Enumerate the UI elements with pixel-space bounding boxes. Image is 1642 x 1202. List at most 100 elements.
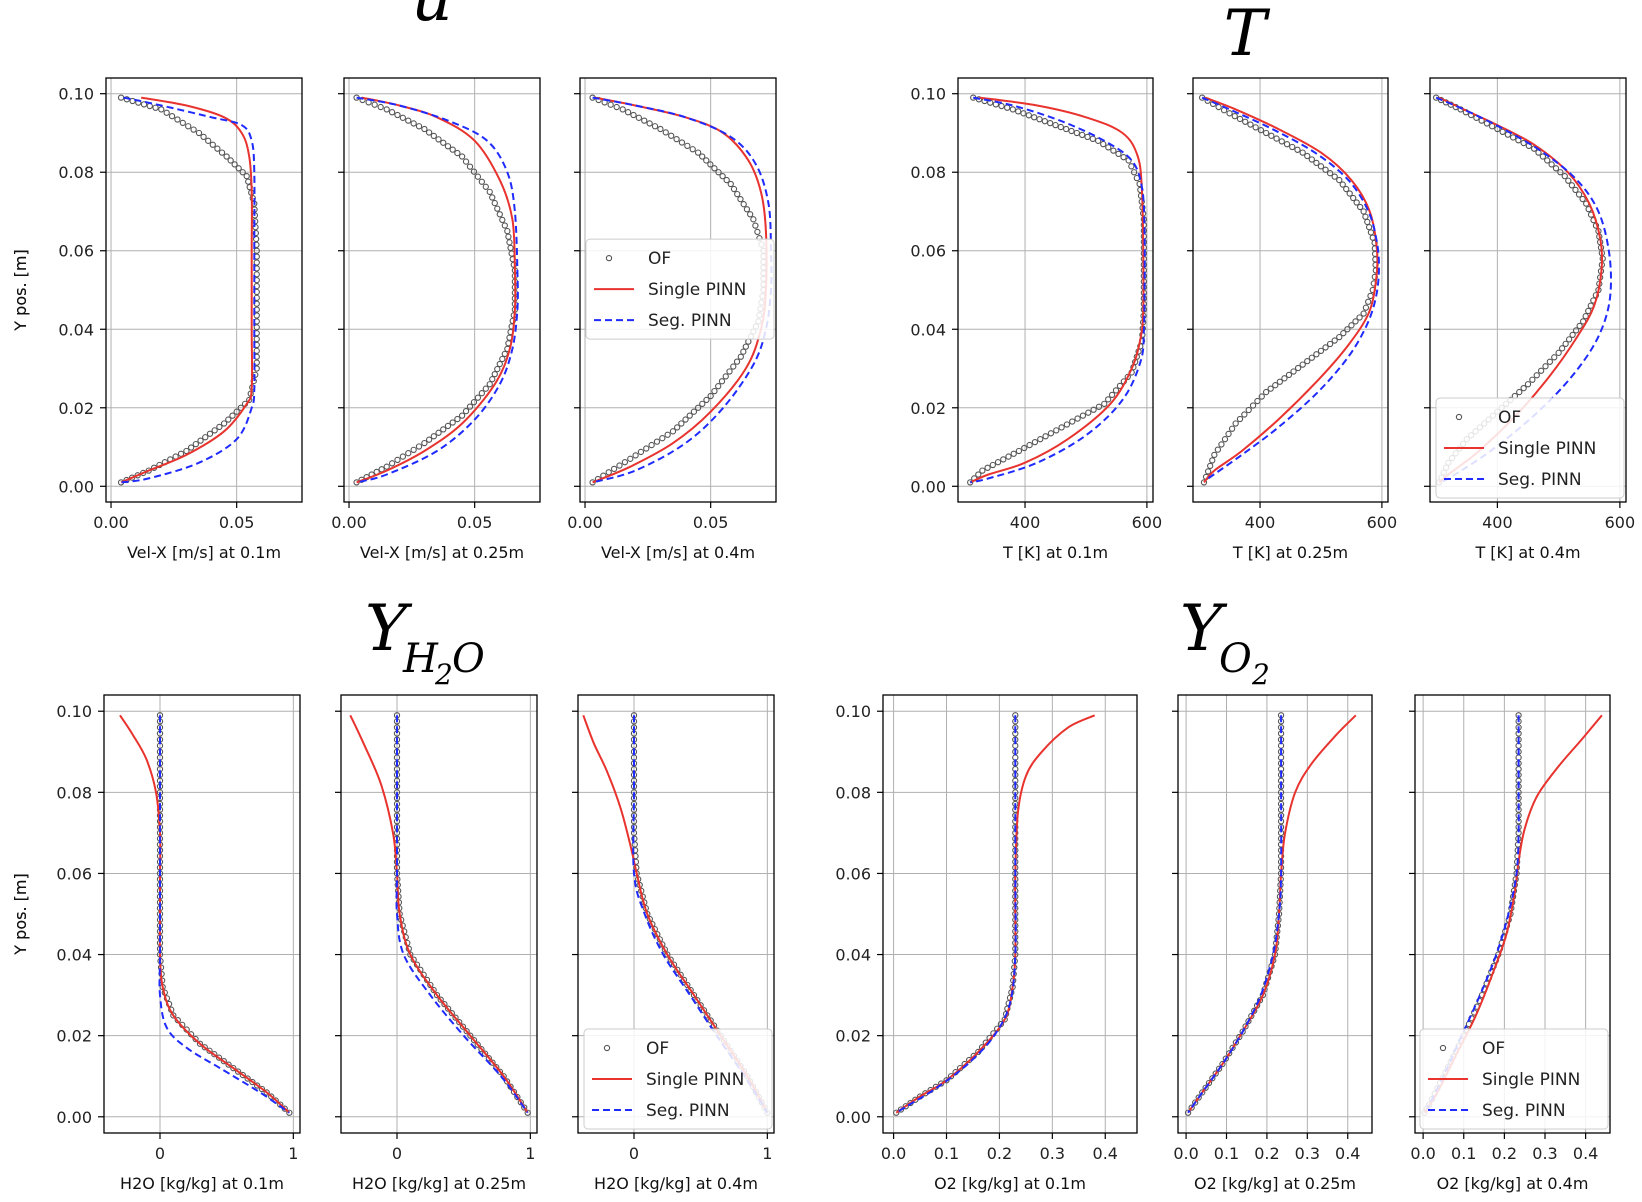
y-tick-label: 0.02 xyxy=(835,1027,871,1046)
of-marker xyxy=(449,146,456,153)
of-marker xyxy=(750,216,757,223)
of-marker xyxy=(678,139,686,146)
of-marker xyxy=(1000,456,1007,463)
of-marker xyxy=(897,1106,905,1113)
of-marker xyxy=(674,424,681,431)
of-marker xyxy=(1015,108,1022,115)
y-tick-label: 0.04 xyxy=(835,946,871,965)
legend-label: Seg. PINN xyxy=(648,311,732,331)
of-marker xyxy=(1015,447,1023,455)
series-single-pinn-line xyxy=(120,96,254,484)
of-marker xyxy=(1124,373,1131,381)
of-marker xyxy=(947,1073,955,1080)
of-marker xyxy=(1276,378,1283,385)
of-marker xyxy=(454,149,461,157)
of-marker xyxy=(1353,199,1360,206)
of-marker xyxy=(206,1047,213,1054)
of-marker xyxy=(1294,364,1302,372)
of-marker xyxy=(754,228,761,236)
legend: OF Single PINN Seg. PINN xyxy=(585,238,775,340)
series-single-pinn-line xyxy=(895,714,1096,1114)
of-marker xyxy=(383,106,390,113)
of-marker xyxy=(641,117,648,124)
y-tick-label: 0.10 xyxy=(910,85,946,104)
of-marker xyxy=(664,951,671,958)
of-marker xyxy=(1539,153,1547,160)
of-marker xyxy=(1350,194,1357,202)
of-marker xyxy=(1289,143,1296,151)
of-marker xyxy=(1339,181,1346,188)
x-tick-label: 0.0 xyxy=(1410,1144,1435,1163)
x-tick-label: 1 xyxy=(762,1144,772,1163)
x-tick-label: 0.4 xyxy=(1335,1144,1360,1163)
y-axis-label: Y pos. [m] xyxy=(11,249,30,331)
x-axis-label: H2O [kg/kg] at 0.1m xyxy=(120,1174,284,1193)
of-marker xyxy=(430,132,437,140)
of-marker xyxy=(524,1109,531,1116)
of-marker xyxy=(1236,1033,1243,1041)
of-marker xyxy=(286,1109,293,1116)
of-marker xyxy=(1063,125,1070,133)
subplot-12: 0.0 0.1 0.2 0.3 0.4 O2 [kg/kg] at 0.4m OF Singl… xyxy=(1409,694,1611,1193)
axes-frame xyxy=(103,694,301,1134)
of-marker xyxy=(1585,307,1592,315)
of-marker xyxy=(187,444,195,451)
of-marker xyxy=(218,149,226,156)
x-tick-label: 0 xyxy=(629,1144,639,1163)
of-marker xyxy=(1204,468,1212,475)
of-marker xyxy=(1326,170,1334,177)
series-of-markers xyxy=(117,94,260,486)
of-marker xyxy=(1128,163,1135,170)
of-marker xyxy=(196,1040,204,1047)
of-marker xyxy=(657,125,664,133)
of-marker xyxy=(1555,349,1562,356)
of-marker xyxy=(506,239,513,246)
of-marker xyxy=(1212,1070,1219,1077)
y-tick-label: 0.02 xyxy=(910,399,946,418)
of-marker xyxy=(441,1000,448,1008)
of-marker xyxy=(252,224,259,231)
of-marker xyxy=(710,1022,718,1029)
of-marker xyxy=(410,120,417,127)
of-marker xyxy=(1219,1060,1226,1068)
of-marker xyxy=(467,1032,474,1039)
of-marker xyxy=(1313,351,1320,358)
of-marker xyxy=(1226,110,1233,117)
of-marker xyxy=(449,419,456,426)
of-marker xyxy=(407,951,414,958)
of-marker xyxy=(489,376,496,383)
of-marker xyxy=(253,324,260,331)
x-tick-label: 0.05 xyxy=(693,513,729,532)
of-marker xyxy=(1058,424,1065,431)
of-marker xyxy=(674,966,681,973)
of-marker xyxy=(192,1035,199,1043)
of-marker xyxy=(646,120,653,127)
of-marker xyxy=(700,1007,708,1014)
of-marker xyxy=(517,1099,524,1106)
of-marker xyxy=(1352,318,1359,325)
legend-box xyxy=(585,238,775,340)
of-marker xyxy=(719,172,726,180)
series-seg-pinn-line xyxy=(395,715,529,1114)
of-marker xyxy=(1037,436,1044,443)
of-marker xyxy=(610,465,618,473)
of-marker xyxy=(664,431,671,438)
of-marker xyxy=(740,348,747,355)
legend-label: OF xyxy=(1498,408,1521,428)
of-marker xyxy=(1322,166,1329,173)
legend-label: OF xyxy=(1482,1039,1505,1059)
subplot-6: 400 600 T [K] at 0.4m OF Single PINN Seg. PIN… xyxy=(1424,77,1635,562)
of-marker xyxy=(1112,387,1120,394)
of-marker xyxy=(410,446,417,453)
of-marker xyxy=(1343,185,1350,193)
of-marker xyxy=(1004,104,1011,111)
of-marker xyxy=(478,390,485,397)
of-marker xyxy=(179,119,186,127)
of-marker xyxy=(1221,436,1229,443)
of-marker xyxy=(1516,388,1523,396)
of-marker xyxy=(715,169,722,176)
of-marker xyxy=(440,139,447,146)
of-marker xyxy=(249,1078,256,1086)
of-marker xyxy=(684,981,691,989)
x-tick-label: 0.2 xyxy=(1492,1144,1517,1163)
